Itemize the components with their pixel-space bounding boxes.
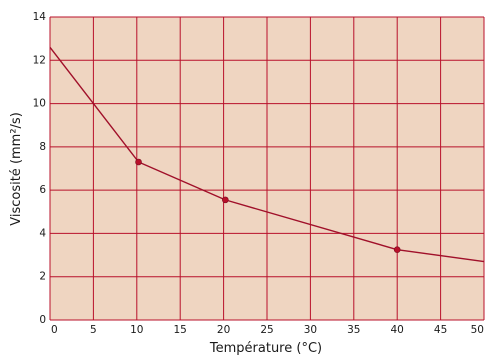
x-tick-label-20: 20 [217,324,230,336]
y-tick-label-10: 10 [33,98,46,110]
y-tick-label-14: 14 [33,11,47,23]
y-tick-label-8: 8 [39,141,46,153]
y-tick-label-12: 12 [33,54,46,66]
data-point-40 [393,246,401,253]
x-tick-label-0: 0 [51,324,58,336]
y-axis-label: Viscosité (mm²/s) [9,112,24,226]
x-tick-label-15: 15 [174,324,187,336]
x-tick-label-40: 40 [391,324,404,336]
x-tick-label-5: 5 [90,324,97,336]
x-axis-label: Température (°C) [209,341,322,356]
y-tick-label-6: 6 [39,184,46,196]
x-tick-label-25: 25 [260,324,273,336]
x-tick-label-10: 10 [130,324,143,336]
data-point-20.2 [222,196,229,204]
y-tick-label-2: 2 [39,271,46,283]
x-tick-label-50: 50 [471,324,484,336]
x-tick-label-30: 30 [304,324,317,336]
y-axis-ticks: 0 2 4 6 8 10 12 14 [33,11,47,326]
y-tick-label-0: 0 [39,314,46,326]
grid [49,16,485,321]
y-tick-label-4: 4 [39,227,46,239]
x-tick-label-35: 35 [347,324,360,336]
x-tick-label-45: 45 [434,324,447,336]
x-axis-ticks: 0 5 10 15 20 25 30 35 40 45 50 [51,324,484,336]
data-point-10.2 [135,158,142,166]
marker-layer [135,158,401,253]
